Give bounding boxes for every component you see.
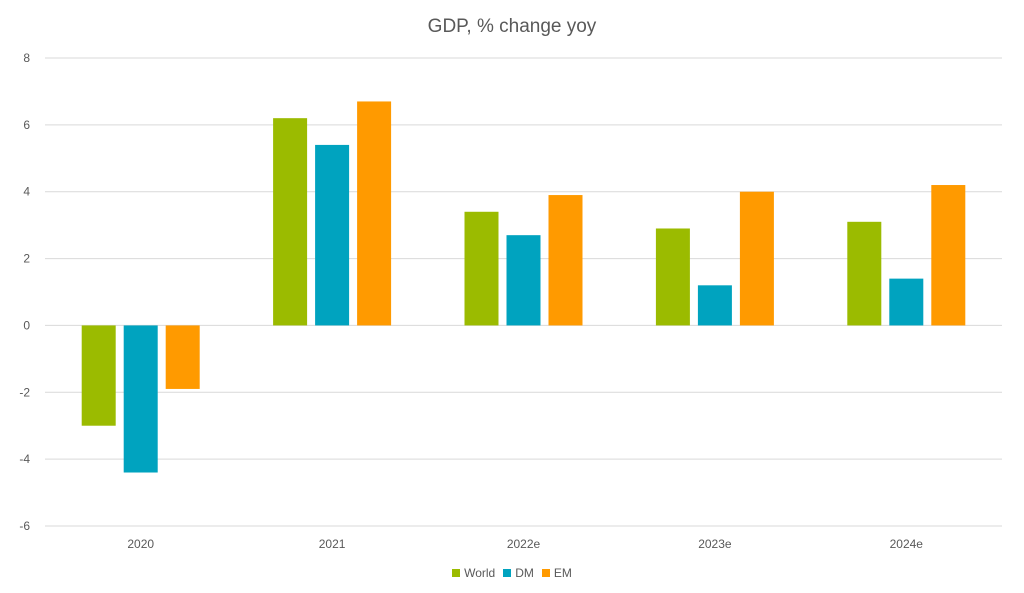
x-tick-label: 2021	[319, 537, 346, 551]
x-tick-label: 2024e	[890, 537, 924, 551]
bar-em-2022e	[548, 195, 583, 326]
chart-title: GDP, % change yoy	[427, 16, 597, 37]
bar-world-2021	[273, 118, 308, 326]
x-tick-label: 2022e	[507, 537, 541, 551]
bars	[81, 101, 966, 473]
y-tick-label: 2	[23, 252, 30, 266]
x-tick-label: 2020	[127, 537, 154, 551]
legend-swatch	[503, 569, 512, 577]
bar-world-2024e	[847, 221, 882, 326]
y-tick-label: 0	[23, 318, 30, 332]
bar-dm-2022e	[506, 235, 541, 326]
bar-em-2020	[165, 325, 200, 389]
bar-dm-2021	[315, 144, 350, 326]
legend-label: World	[464, 566, 496, 580]
legend-label: EM	[553, 566, 572, 580]
bar-em-2024e	[931, 185, 966, 326]
y-tick-label: 6	[23, 118, 30, 132]
legend-item-dm: DM	[503, 566, 534, 580]
y-tick-label: 4	[23, 185, 30, 199]
bar-dm-2024e	[889, 278, 924, 326]
legend-item-em: EM	[541, 566, 572, 580]
legend-item-world: World	[452, 566, 495, 580]
bar-em-2021	[357, 101, 392, 326]
bar-world-2022e	[464, 211, 499, 326]
y-tick-label: -4	[19, 452, 30, 466]
y-tick-label: 8	[23, 51, 30, 65]
bar-chart: 8 6 4 2 0 -2 -4 -6 2020 2021 2022e 2023e 2024e	[19, 51, 1002, 551]
y-axis-ticks: 8 6 4 2 0 -2 -4 -6	[19, 51, 30, 533]
bar-dm-2020	[123, 325, 158, 473]
bar-world-2023e	[655, 228, 690, 326]
bar-em-2023e	[739, 191, 774, 326]
legend-label: DM	[515, 566, 534, 580]
y-tick-label: -2	[19, 385, 30, 399]
x-tick-label: 2023e	[698, 537, 732, 551]
legend: World DM EM	[0, 566, 1024, 580]
legend-swatch	[452, 569, 461, 577]
bar-world-2020	[81, 325, 116, 426]
y-tick-label: -6	[19, 519, 30, 533]
x-axis-ticks: 2020 2021 2022e 2023e 2024e	[127, 537, 923, 551]
legend-swatch	[541, 569, 550, 577]
bar-dm-2023e	[697, 285, 732, 326]
